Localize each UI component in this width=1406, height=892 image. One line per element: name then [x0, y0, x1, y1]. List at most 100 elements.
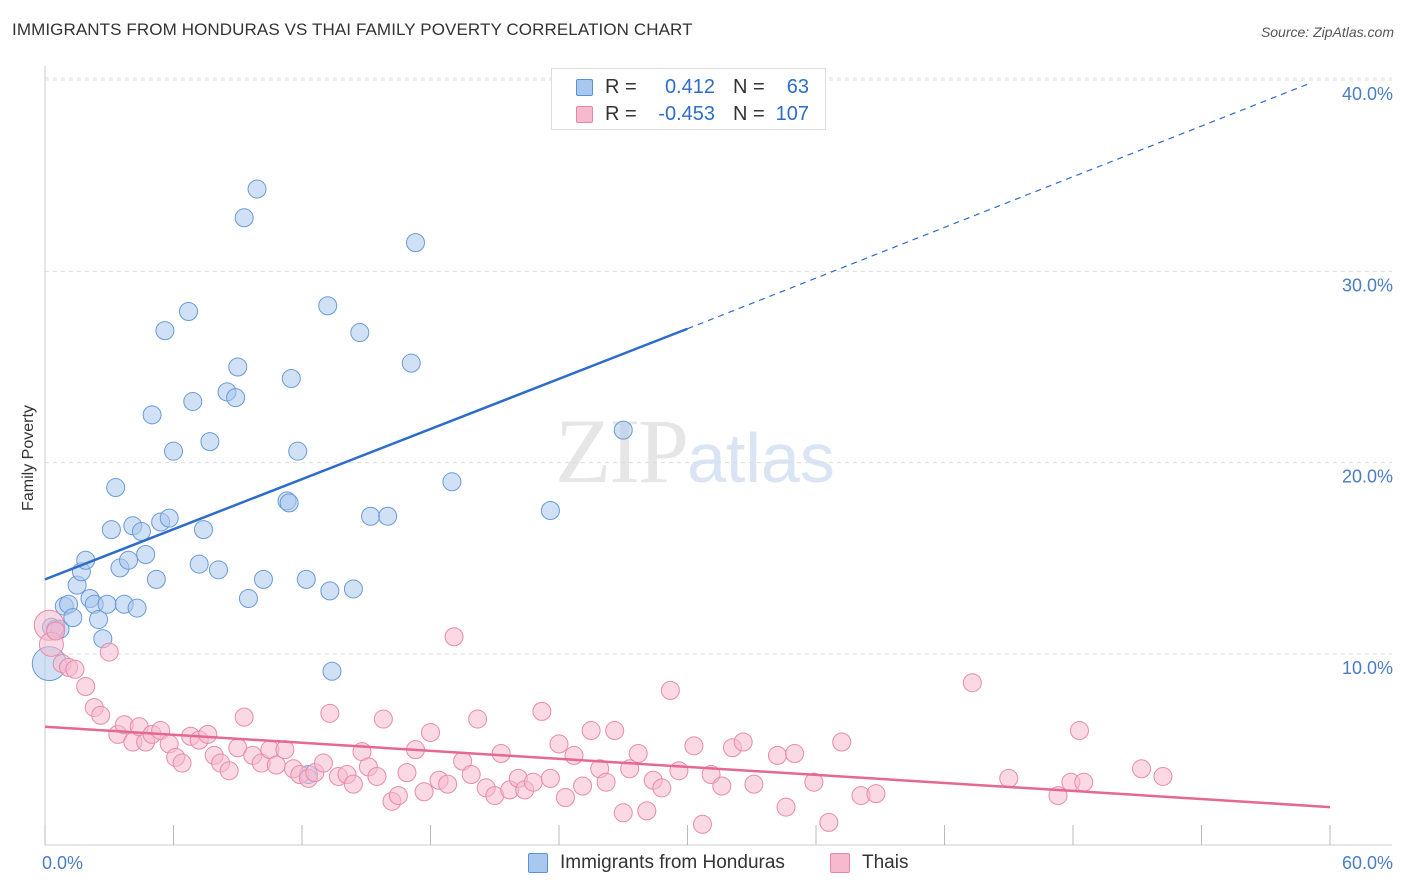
point-thais: [564, 745, 584, 765]
trend-line-thais: [44, 725, 1331, 809]
axis-labels: 10.0% 20.0% 30.0% 40.0% 0.0% 60.0% Family Pove…: [20, 84, 1393, 873]
point-thais: [373, 709, 393, 729]
legend-swatch-pink: [576, 105, 593, 123]
point-honduras: [613, 420, 633, 440]
point-honduras: [253, 569, 273, 589]
point-thais: [776, 797, 796, 817]
point-thais: [414, 782, 434, 802]
watermark-atlas: atlas: [687, 419, 835, 497]
legend-item-honduras: Immigrants from Honduras: [528, 852, 785, 874]
point-thais: [65, 659, 85, 679]
point-thais: [1069, 721, 1089, 741]
point-thais: [652, 778, 672, 798]
point-honduras: [183, 391, 203, 411]
point-honduras: [343, 579, 363, 599]
point-honduras: [106, 478, 126, 498]
point-honduras: [401, 353, 421, 373]
point-honduras: [146, 569, 166, 589]
point-thais: [234, 707, 254, 727]
point-honduras: [238, 589, 258, 609]
point-honduras: [159, 508, 179, 528]
point-thais: [866, 784, 886, 804]
point-honduras: [540, 501, 560, 520]
point-thais: [744, 774, 764, 794]
legend-item-thais: Thais: [830, 852, 908, 874]
point-honduras: [322, 661, 342, 681]
point-honduras: [189, 554, 209, 574]
legend-n-label: N =: [733, 75, 765, 98]
x-tick-label: 60.0%: [1342, 853, 1393, 873]
point-thais: [733, 732, 753, 752]
y-tick-label: 20.0%: [1342, 467, 1393, 487]
point-thais: [684, 736, 704, 756]
legend-n-value: 63: [786, 75, 809, 98]
point-honduras: [350, 323, 370, 343]
legend-swatch-blue: [576, 78, 593, 96]
point-honduras: [164, 441, 183, 461]
point-thais: [397, 763, 417, 783]
point-honduras: [320, 581, 340, 601]
chart-source: Source: ZipAtlas.com: [1260, 24, 1394, 40]
point-thais: [523, 772, 543, 792]
point-thais: [1153, 766, 1173, 786]
point-honduras: [361, 506, 381, 526]
point-thais: [712, 776, 732, 796]
point-honduras: [127, 598, 147, 618]
point-thais: [804, 772, 824, 792]
y-tick-label: 30.0%: [1342, 275, 1393, 295]
point-thais: [628, 743, 648, 763]
point-thais: [468, 709, 488, 729]
point-honduras: [318, 296, 338, 316]
point-thais: [1074, 772, 1094, 792]
point-honduras: [228, 357, 248, 377]
legend-n-value: 107: [775, 102, 809, 125]
point-thais: [596, 772, 616, 792]
chart-title: IMMIGRANTS FROM HONDURAS VS THAI FAMILY …: [12, 20, 693, 39]
legend-swatch-pink: [830, 853, 850, 873]
point-honduras: [178, 302, 198, 322]
point-honduras: [279, 493, 299, 513]
point-honduras: [234, 208, 254, 228]
point-thais: [1132, 759, 1152, 779]
legend-n-label: N =: [733, 102, 765, 125]
point-thais: [91, 705, 111, 725]
point-honduras: [119, 550, 139, 570]
point-thais: [962, 673, 982, 693]
point-thais: [549, 734, 569, 754]
point-honduras: [200, 432, 220, 452]
point-thais: [637, 801, 657, 821]
point-thais: [46, 621, 66, 641]
point-thais: [313, 753, 333, 773]
point-honduras: [193, 520, 213, 540]
point-honduras: [97, 594, 117, 614]
point-honduras: [101, 520, 121, 540]
y-axis-label: Family Poverty: [20, 405, 37, 511]
legend-label-thais: Thais: [862, 852, 909, 873]
point-honduras: [136, 545, 156, 565]
y-tick-label: 40.0%: [1342, 84, 1393, 104]
legend-r-value: 0.412: [664, 75, 715, 98]
point-thais: [540, 768, 560, 788]
axes: [44, 66, 1392, 846]
point-thais: [76, 677, 96, 697]
point-thais: [343, 774, 363, 794]
legend-row-thais: R = -0.453 N = 107: [552, 101, 809, 127]
point-thais: [219, 761, 239, 781]
point-thais: [198, 724, 218, 744]
point-honduras: [131, 522, 151, 542]
point-honduras: [296, 569, 316, 589]
watermark-zip: ZIP: [555, 400, 689, 502]
point-thais: [99, 642, 119, 662]
point-honduras: [442, 472, 462, 492]
point-thais: [444, 627, 464, 647]
point-thais: [172, 753, 192, 773]
y-tick-label: 10.0%: [1342, 658, 1393, 678]
trend-line-honduras: [44, 327, 688, 581]
correlation-legend: R = 0.412 N = 63 R = -0.453 N = 107: [551, 68, 826, 130]
legend-r-label: R =: [605, 75, 637, 98]
point-thais: [275, 740, 295, 760]
point-thais: [660, 680, 680, 700]
point-thais: [767, 745, 787, 765]
point-honduras: [406, 233, 426, 253]
point-thais: [438, 774, 458, 794]
